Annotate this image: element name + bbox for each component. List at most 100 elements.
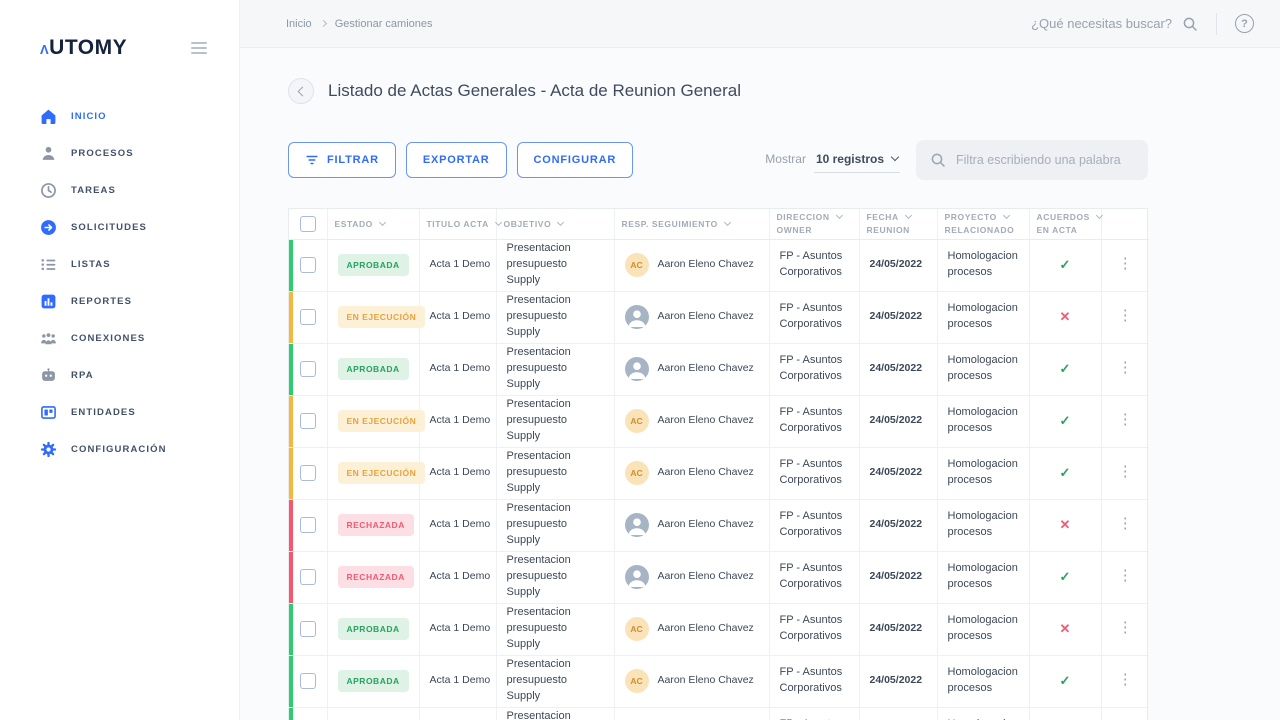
column-header-acuerdos-en-acta[interactable]: ACUERDOS EN ACTA — [1029, 209, 1103, 240]
cell-objetivo: Presentacion presupuesto Supply — [496, 499, 615, 552]
table-filter-input[interactable] — [956, 153, 1134, 167]
table-row: APROBADA Acta 1 Demo Presentacion presup… — [289, 343, 1149, 396]
table-row: APROBADA Acta 1 Demo Presentacion presup… — [289, 239, 1149, 292]
cell-objetivo: Presentacion presupuesto Supply — [496, 447, 615, 500]
home-icon — [40, 108, 57, 125]
sidebar-item-tareas[interactable]: TAREAS — [0, 172, 239, 209]
breadcrumb: Inicio Gestionar camiones — [286, 18, 433, 30]
row-checkbox[interactable] — [299, 672, 316, 689]
sidebar-item-procesos[interactable]: PROCESOS — [0, 135, 239, 172]
row-menu-button[interactable]: ⋮ — [1117, 619, 1133, 637]
sidebar-item-conexiones[interactable]: CONEXIONES — [0, 320, 239, 357]
avatar-photo — [624, 513, 649, 537]
row-menu-button[interactable]: ⋮ — [1117, 307, 1133, 325]
table-row: RECHAZADA Acta 1 Demo Presentacion presu… — [289, 551, 1149, 604]
cell-proyecto: Homologacion procesos — [937, 499, 1030, 552]
cell-titulo: Acta 1 Demo — [419, 395, 497, 448]
row-menu-button[interactable]: ⋮ — [1117, 359, 1133, 377]
sidebar-item-label: CONEXIONES — [71, 333, 146, 344]
cell-direccion: FP - Asuntos Corporativos — [769, 447, 860, 500]
global-search-label: ¿Qué necesitas buscar? — [1031, 16, 1172, 31]
row-checkbox[interactable] — [299, 360, 316, 377]
column-header-resp-seguimiento[interactable]: RESP. SEGUIMIENTO — [614, 209, 770, 240]
row-checkbox[interactable] — [299, 412, 316, 429]
cell-responsable: Aaron Eleno Chavez — [657, 258, 754, 271]
cell-fecha: 24/05/2022 — [859, 291, 938, 344]
menu-toggle-button[interactable] — [189, 40, 209, 56]
cell-titulo: Acta 1 Demo — [419, 343, 497, 396]
cell-fecha: 24/05/2022 — [859, 499, 938, 552]
cell-objetivo: Presentacion presupuesto Supply — [496, 239, 615, 292]
row-menu-button[interactable]: ⋮ — [1117, 411, 1133, 429]
sort-chevron-icon — [1002, 212, 1010, 220]
column-header-direccion-owner[interactable]: DIRECCION OWNER — [769, 209, 860, 240]
cell-fecha: 24/05/2022 — [859, 655, 938, 708]
row-menu-button[interactable]: ⋮ — [1117, 671, 1133, 689]
cell-titulo: Acta 1 Demo — [419, 603, 497, 656]
column-header-titulo-acta[interactable]: TITULO ACTA — [419, 209, 502, 240]
sidebar-item-solicitudes[interactable]: SOLICITUDES — [0, 209, 239, 246]
column-header-proyecto-relacionado[interactable]: PROYECTO RELACIONADO — [937, 209, 1030, 240]
table-row: EN EJECUCIÓN Acta 1 Demo Presentacion pr… — [289, 447, 1149, 500]
cross-icon: ✕ — [1059, 308, 1071, 324]
check-icon: ✓ — [1059, 256, 1071, 272]
row-checkbox[interactable] — [299, 308, 316, 325]
sidebar-item-rpa[interactable]: RPA — [0, 357, 239, 394]
cell-titulo: Acta 1 Demo — [419, 239, 497, 292]
cell-titulo: Acta 1 Demo — [419, 551, 497, 604]
filter-icon — [305, 153, 319, 167]
robot-icon — [40, 367, 57, 384]
cell-direccion: FP - Asuntos Corporativos — [769, 239, 860, 292]
filter-button[interactable]: FILTRAR — [288, 142, 396, 178]
check-icon: ✓ — [1059, 464, 1071, 480]
row-checkbox[interactable] — [299, 620, 316, 637]
cell-objetivo: Presentacion presupuesto Supply — [496, 603, 615, 656]
row-menu-button[interactable]: ⋮ — [1117, 515, 1133, 533]
cell-proyecto: Homologacion procesos — [937, 291, 1030, 344]
configure-button[interactable]: CONFIGURAR — [516, 142, 634, 178]
row-checkbox[interactable] — [299, 256, 316, 273]
row-menu-button[interactable]: ⋮ — [1117, 463, 1133, 481]
cell-responsable: Aaron Eleno Chavez — [657, 622, 754, 635]
cell-objetivo: Presentacion presupuesto Supply — [496, 291, 615, 344]
export-button[interactable]: EXPORTAR — [405, 142, 507, 178]
row-menu-button[interactable]: ⋮ — [1117, 567, 1133, 585]
global-search-button[interactable]: ¿Qué necesitas buscar? — [1031, 16, 1198, 32]
sidebar-item-label: PROCESOS — [71, 148, 134, 159]
sidebar-item-entidades[interactable]: ENTIDADES — [0, 394, 239, 431]
cross-icon: ✕ — [1059, 620, 1071, 636]
row-menu-button[interactable]: ⋮ — [1117, 255, 1133, 273]
sidebar-item-reportes[interactable]: REPORTES — [0, 283, 239, 320]
column-header-estado[interactable]: ESTADO — [327, 209, 420, 240]
cell-objetivo: Presentacion presupuesto Supply — [496, 395, 615, 448]
sidebar-item-listas[interactable]: LISTAS — [0, 246, 239, 283]
chart-icon — [40, 293, 57, 310]
status-badge: RECHAZADA — [337, 513, 414, 537]
cell-proyecto: Homologacion procesos — [937, 239, 1030, 292]
content-area: Inicio Gestionar camiones ¿Qué necesitas… — [240, 0, 1280, 720]
row-checkbox[interactable] — [299, 568, 316, 585]
select-all-checkbox[interactable] — [299, 215, 316, 232]
help-icon[interactable]: ? — [1235, 14, 1254, 33]
sidebar-item-configuraci-n[interactable]: CONFIGURACIÓN — [0, 431, 239, 468]
row-checkbox[interactable] — [299, 516, 316, 533]
page-size-select[interactable]: 10 registros — [813, 148, 900, 173]
table-row: RECHAZADA Acta 1 Demo Presentacion presu… — [289, 499, 1149, 552]
avatar-initials: AC — [624, 461, 649, 485]
column-header-fecha-reunion[interactable]: FECHA REUNION — [859, 209, 938, 240]
column-header-objetivo[interactable]: OBJETIVO — [496, 209, 615, 240]
table-row: APROBADA Acta 1 Demo Presentacion presup… — [289, 707, 1149, 720]
cell-direccion: FP - Asuntos Corporativos — [769, 655, 860, 708]
chevron-left-icon — [297, 86, 307, 96]
row-checkbox[interactable] — [299, 464, 316, 481]
back-button[interactable] — [288, 78, 314, 104]
cell-responsable: Aaron Eleno Chavez — [657, 518, 754, 531]
table-filter-box — [916, 140, 1148, 180]
table-header-row: ESTADO TITULO ACTA OBJETIVO RESP. SEGUIMIEN… — [289, 209, 1149, 240]
breadcrumb-home[interactable]: Inicio — [286, 17, 312, 30]
sidebar-item-inicio[interactable]: INICIO — [0, 98, 239, 135]
avatar-photo — [624, 305, 649, 329]
sort-chevron-icon — [835, 212, 843, 220]
cell-titulo: Acta 1 Demo — [419, 447, 497, 500]
chevron-down-icon — [890, 152, 900, 162]
